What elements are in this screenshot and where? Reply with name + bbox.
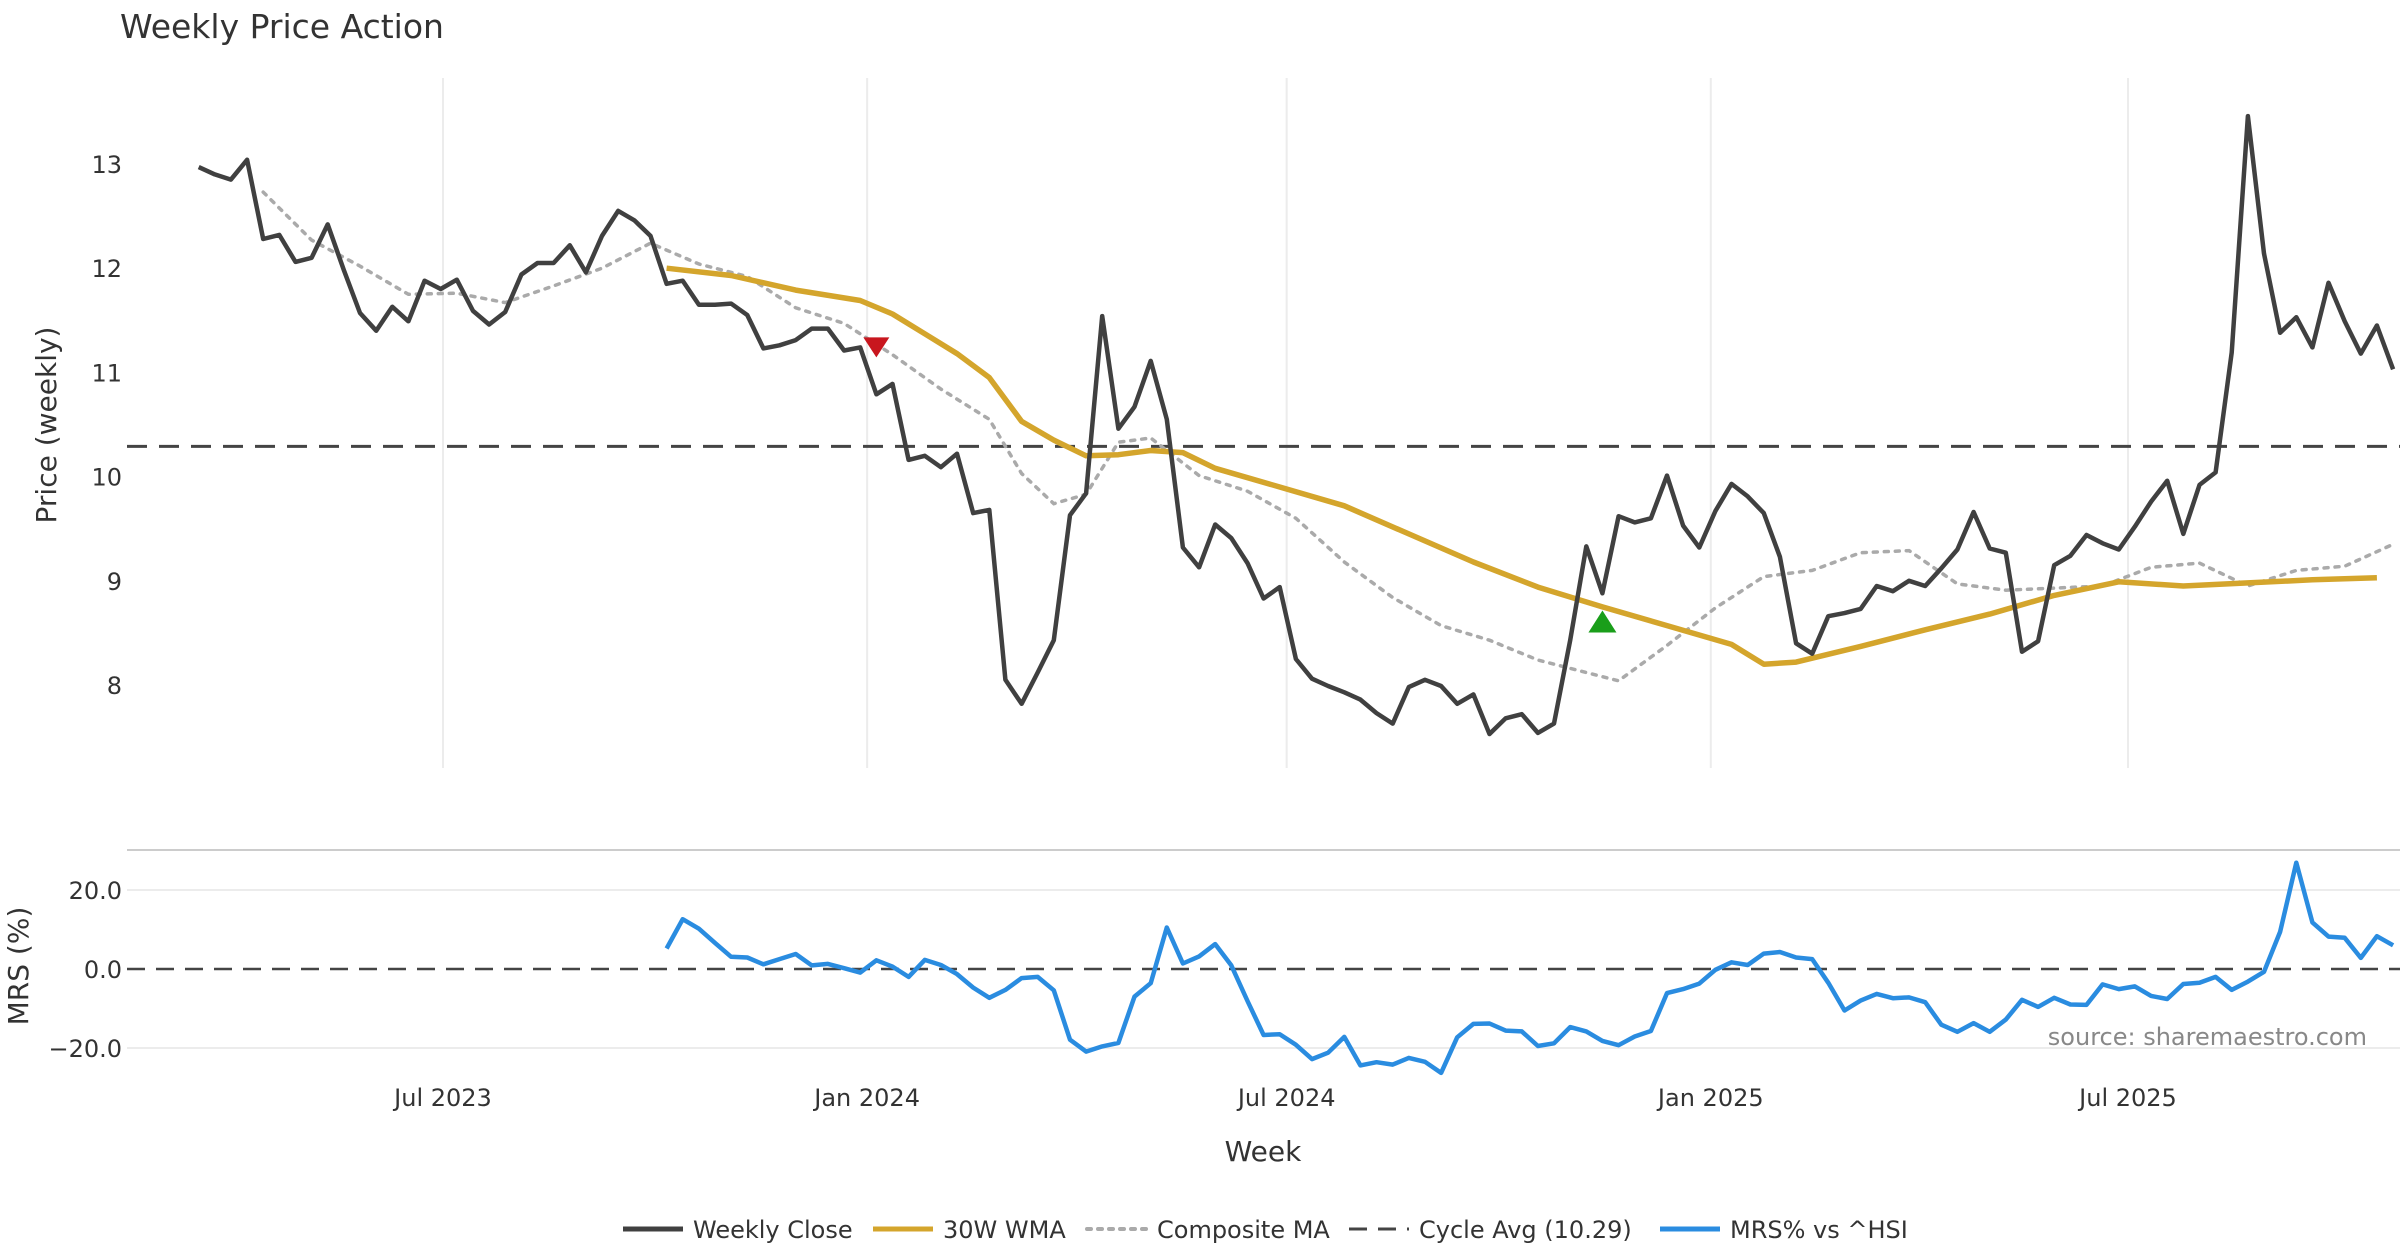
- price-y-tick: 12: [91, 255, 122, 283]
- legend-item: Composite MA: [1085, 1216, 1330, 1244]
- mrs-y-tick: 0.0: [84, 956, 122, 984]
- mrs-y-axis-label: MRS (%): [2, 907, 35, 1026]
- series-composite-ma: [261, 190, 2395, 683]
- price-grid: [442, 78, 2129, 768]
- price-y-tick: 8: [107, 672, 122, 700]
- mrs-grid: [127, 889, 2400, 1049]
- price-y-tick: 13: [91, 151, 122, 179]
- x-tick-label: Jul 2025: [2077, 1084, 2177, 1112]
- buy-signal-marker: [1588, 610, 1617, 633]
- series-30w-wma: [666, 265, 2377, 667]
- sell-signal-marker: [863, 337, 890, 358]
- price-y-tick: 11: [91, 359, 122, 387]
- legend: Weekly Close 30W WMA Composite MA Cycle Avg…: [623, 1216, 1908, 1244]
- price-y-tick: 9: [107, 568, 122, 596]
- x-tick-label: Jul 2024: [1236, 1084, 1336, 1112]
- chart-title: Weekly Price Action: [120, 7, 444, 46]
- mrs-y-tick: −20.0: [48, 1035, 122, 1063]
- legend-label: Weekly Close: [693, 1216, 853, 1244]
- source-label: source: sharemaestro.com: [2048, 1023, 2367, 1051]
- x-tick-label: Jan 2025: [1656, 1084, 1764, 1112]
- legend-label: MRS% vs ^HSI: [1730, 1216, 1908, 1244]
- x-tick-label: Jan 2024: [812, 1084, 920, 1112]
- legend-label: Cycle Avg (10.29): [1419, 1216, 1632, 1244]
- price-y-tick: 10: [91, 464, 122, 492]
- x-axis-ticks: Jul 2023 Jan 2024 Jul 2024 Jan 2025 Jul 2025: [392, 1084, 2177, 1112]
- mrs-panel: 20.0 0.0 −20.0 MRS (%) source: sharemaestr…: [2, 860, 2400, 1076]
- price-panel: 8 9 10 11 12 13 Price (weekly): [30, 78, 2400, 768]
- series-weekly-close: [197, 113, 2396, 737]
- legend-item: Cycle Avg (10.29): [1349, 1216, 1632, 1244]
- legend-item: Weekly Close: [623, 1216, 853, 1244]
- x-tick-label: Jul 2023: [392, 1084, 492, 1112]
- legend-item: 30W WMA: [873, 1216, 1066, 1244]
- legend-item: MRS% vs ^HSI: [1660, 1216, 1908, 1244]
- price-y-axis-label: Price (weekly): [30, 327, 63, 524]
- price-y-ticks: 8 9 10 11 12 13: [91, 151, 122, 700]
- legend-label: 30W WMA: [943, 1216, 1066, 1244]
- mrs-y-tick: 20.0: [69, 877, 122, 905]
- x-axis-label: Week: [1225, 1135, 1302, 1168]
- series-mrs-vs-hsi: [664, 860, 2395, 1076]
- mrs-y-ticks: 20.0 0.0 −20.0: [48, 877, 122, 1063]
- legend-label: Composite MA: [1157, 1216, 1330, 1244]
